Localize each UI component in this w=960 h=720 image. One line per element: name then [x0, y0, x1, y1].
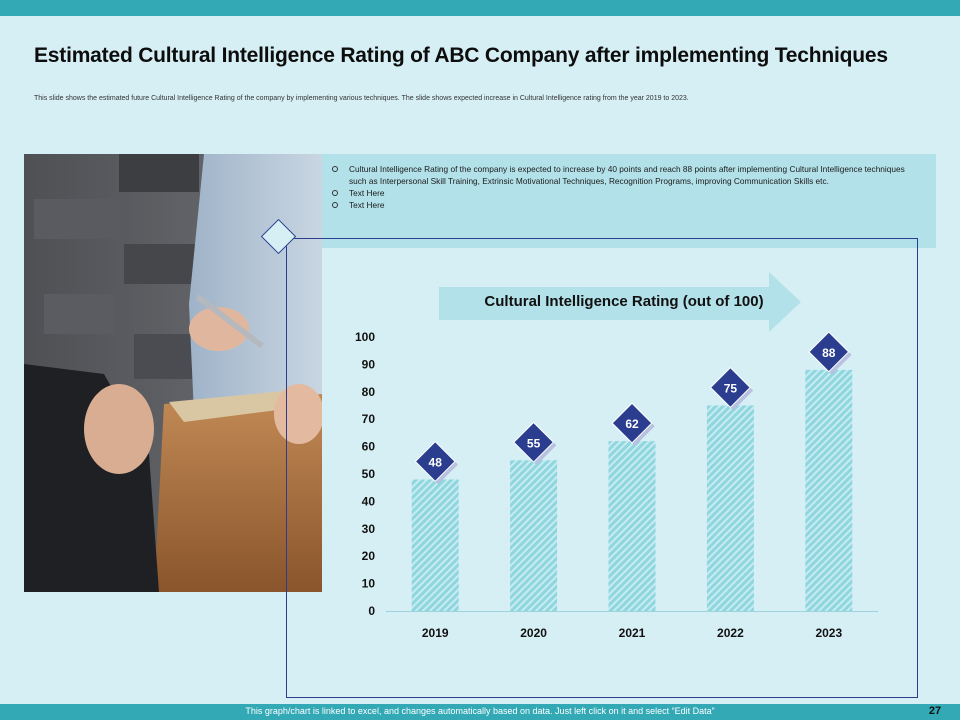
data-label-badge — [414, 440, 456, 482]
insights-bullet-list: Cultural Intelligence Rating of the comp… — [330, 163, 920, 211]
data-label-text: 75 — [724, 382, 738, 396]
bar-2023[interactable] — [805, 369, 853, 611]
data-label-2019: 48 — [414, 440, 458, 485]
bars — [411, 369, 853, 612]
data-labels: 48 55 62 75 88 — [414, 331, 852, 485]
chart-title: Cultural Intelligence Rating (out of 100… — [484, 293, 763, 310]
y-tick-label: 100 — [355, 330, 375, 344]
bar-2020[interactable] — [510, 460, 558, 611]
x-tick-label: 2022 — [717, 626, 744, 640]
bar-2022[interactable] — [706, 405, 754, 612]
x-axis: 2019 2020 2021 2022 2023 — [386, 611, 878, 640]
bullet-item: Text Here — [330, 199, 920, 211]
data-label-text: 48 — [429, 455, 443, 469]
y-tick-label: 70 — [362, 412, 376, 426]
slide-subtitle: This slide shows the estimated future Cu… — [34, 95, 689, 102]
bottom-accent-bar — [0, 704, 960, 720]
data-label-text: 88 — [822, 346, 836, 360]
y-tick-label: 30 — [362, 522, 376, 536]
bullet-item: Text Here — [330, 187, 920, 199]
y-tick-label: 80 — [362, 385, 376, 399]
data-label-badge — [611, 402, 653, 444]
chart-frame — [286, 238, 918, 698]
chart-title-arrow: Cultural Intelligence Rating (out of 100… — [439, 272, 801, 332]
bar-2019[interactable] — [411, 479, 459, 611]
data-label-badge — [808, 331, 850, 373]
footer-note: This graph/chart is linked to excel, and… — [245, 706, 715, 716]
slide-title: Estimated Cultural Intelligence Rating o… — [34, 44, 888, 67]
x-tick-label: 2019 — [422, 626, 449, 640]
data-label-badge — [513, 421, 555, 463]
bullet-item: Cultural Intelligence Rating of the comp… — [330, 163, 920, 187]
page-number: 27 — [928, 705, 942, 717]
data-label-2021: 62 — [611, 402, 655, 446]
x-tick-label: 2020 — [520, 626, 547, 640]
data-label-2020: 55 — [513, 421, 557, 466]
business-meeting-photo — [24, 154, 322, 592]
y-axis: 0 10 20 30 40 50 60 70 80 90 100 — [355, 330, 375, 618]
data-label-text: 62 — [625, 417, 639, 431]
x-tick-label: 2023 — [815, 626, 842, 640]
key-insights-box: Cultural Intelligence Rating of the comp… — [322, 154, 936, 248]
data-label-text: 55 — [527, 436, 541, 450]
y-tick-label: 10 — [362, 577, 376, 591]
x-tick-label: 2021 — [619, 626, 646, 640]
data-label-badge — [709, 366, 751, 409]
y-tick-label: 50 — [362, 467, 376, 481]
y-tick-label: 0 — [368, 604, 375, 618]
y-tick-label: 40 — [362, 494, 376, 508]
data-label-2023: 88 — [808, 331, 852, 375]
y-tick-label: 60 — [362, 440, 376, 454]
data-label-2022: 75 — [709, 366, 754, 411]
y-tick-label: 20 — [362, 549, 376, 563]
bar-2021[interactable] — [608, 441, 656, 611]
y-tick-label: 90 — [362, 357, 376, 371]
top-accent-bar — [0, 0, 960, 16]
